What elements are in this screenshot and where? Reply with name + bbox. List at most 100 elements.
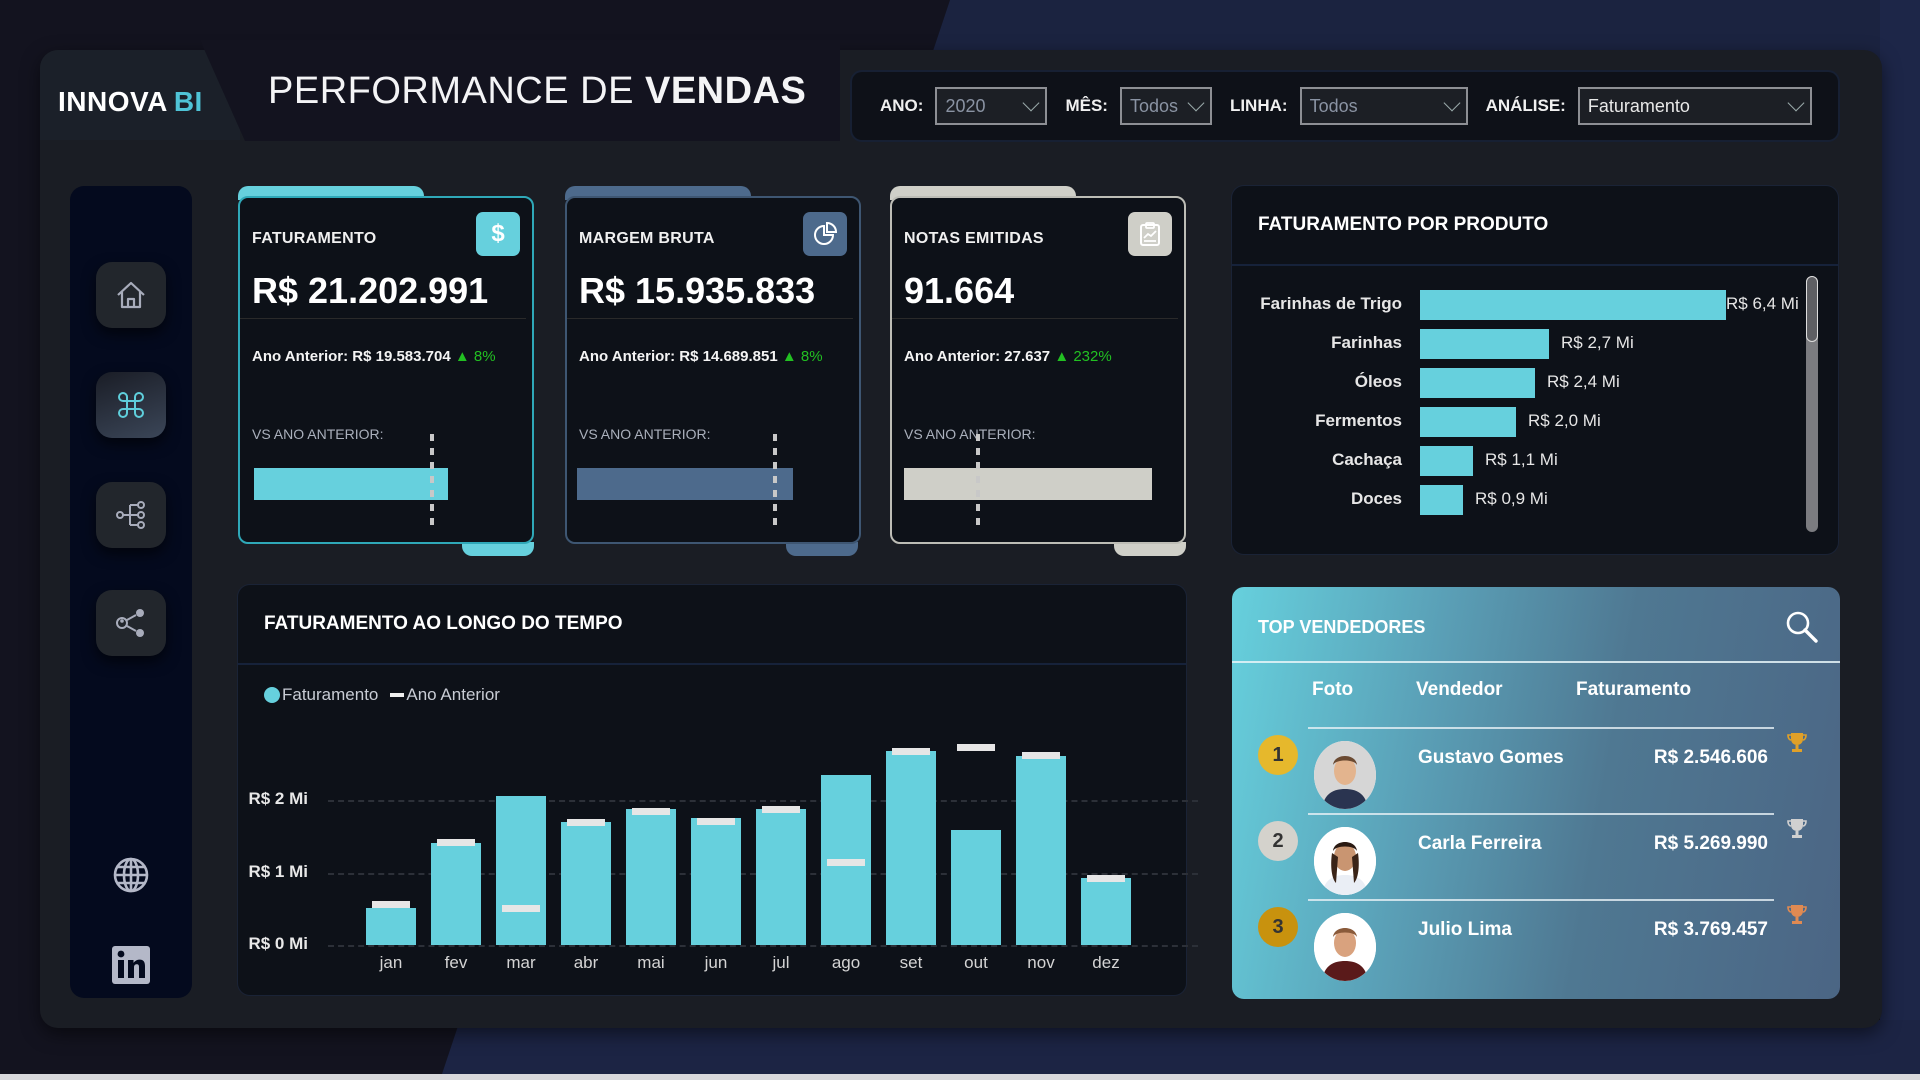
- kpi-target-line: [430, 434, 434, 530]
- grid-line: [328, 800, 1198, 802]
- previous-year-marker: [502, 905, 540, 912]
- sidebar-item-linkedin[interactable]: [96, 932, 166, 998]
- x-axis-label: set: [899, 953, 923, 972]
- page-title-bold: VENDAS: [644, 70, 807, 112]
- kpi-value: R$ 15.935.833: [579, 270, 816, 311]
- previous-year-marker: [892, 748, 930, 755]
- top-sellers-title: TOP VENDEDORES: [1258, 617, 1426, 637]
- kpi-divider: [240, 318, 526, 319]
- revenue-bar[interactable]: [431, 843, 481, 945]
- legend-current: Faturamento: [282, 685, 379, 704]
- filter-analysis-dropdown[interactable]: Faturamento: [1577, 87, 1812, 125]
- revenue-bar[interactable]: [1016, 756, 1066, 945]
- background-accent-bottom: [440, 1020, 1920, 1080]
- kpi-vs-label: VS ANO ANTERIOR:: [579, 426, 711, 442]
- revenue-bar[interactable]: [886, 751, 936, 945]
- revenue-bar[interactable]: [626, 809, 676, 945]
- rank-badge: 3: [1258, 907, 1298, 947]
- filter-year-dropdown[interactable]: 2020: [935, 87, 1048, 125]
- x-axis-label: mai: [637, 953, 665, 972]
- globe-icon: [112, 856, 150, 894]
- kpi-divider: [892, 318, 1178, 319]
- revenue-bar[interactable]: [1081, 878, 1131, 945]
- logo-accent: BI: [173, 86, 203, 117]
- kpi-delta: ▲ 8%: [781, 348, 823, 365]
- panel-divider: [1232, 661, 1840, 663]
- panel-divider: [1232, 264, 1838, 266]
- filter-line-dropdown[interactable]: Todos: [1299, 87, 1468, 125]
- sidebar-item-command[interactable]: [96, 372, 166, 438]
- product-bar[interactable]: [1420, 446, 1473, 476]
- sidebar-item-hierarchy[interactable]: [96, 482, 166, 548]
- title-area: [200, 40, 840, 141]
- logo: INNOVA BI: [58, 86, 203, 118]
- rank-badge: 1: [1258, 735, 1298, 775]
- revenue-bar[interactable]: [951, 830, 1001, 945]
- revenue-bar[interactable]: [756, 809, 806, 945]
- legend-previous: Ano Anterior: [406, 685, 500, 704]
- product-bar[interactable]: [1420, 485, 1463, 515]
- filter-year-value: 2020: [945, 95, 986, 116]
- kpi-tab-decoration: [462, 542, 534, 556]
- linkedin-icon: [112, 946, 150, 984]
- row-divider: [1308, 727, 1774, 729]
- search-icon[interactable]: [1784, 609, 1820, 650]
- seller-name: Carla Ferreira: [1418, 833, 1542, 854]
- legend-dot-icon: [264, 687, 280, 703]
- x-axis-label: dez: [1092, 953, 1120, 972]
- revenue-bar[interactable]: [366, 908, 416, 945]
- chart-legend: Faturamento Ano Anterior: [264, 685, 500, 705]
- products-scrollbar-thumb[interactable]: [1806, 276, 1818, 342]
- command-icon: [117, 391, 145, 419]
- product-label: Cachaça: [1332, 450, 1402, 469]
- product-bar[interactable]: [1420, 290, 1726, 320]
- panel-divider: [238, 663, 1186, 665]
- x-axis-label: abr: [573, 953, 599, 972]
- product-value-label: R$ 0,9 Mi: [1475, 489, 1548, 508]
- page-title-light: PERFORMANCE DE: [268, 70, 634, 112]
- logo-main: INNOVA: [58, 86, 168, 117]
- revenue-bar[interactable]: [561, 822, 611, 945]
- legend-dash-icon: [390, 693, 405, 697]
- kpi-vs-label: VS ANO ANTERIOR:: [252, 426, 384, 442]
- seller-revenue: R$ 3.769.457: [1653, 919, 1768, 940]
- trophy-icon: [1787, 817, 1807, 844]
- home-icon: [115, 280, 147, 310]
- product-label: Óleos: [1354, 372, 1402, 391]
- sidebar-item-share[interactable]: [96, 590, 166, 656]
- screen-edge: [0, 1074, 1920, 1080]
- kpi-label: NOTAS EMITIDAS: [904, 230, 1044, 247]
- share-icon: [115, 608, 147, 638]
- kpi-divider: [567, 318, 853, 319]
- product-label: Doces: [1350, 489, 1402, 508]
- x-axis-label: jan: [379, 953, 403, 972]
- products-panel-title: FATURAMENTO POR PRODUTO: [1258, 214, 1549, 235]
- kpi-previous: Ano Anterior: R$ 19.583.704 ▲ 8%: [252, 348, 496, 365]
- sidebar-item-website[interactable]: [96, 842, 166, 908]
- sidebar-item-home[interactable]: [96, 262, 166, 328]
- filter-analysis-label: ANÁLISE:: [1485, 96, 1566, 115]
- chevron-down-icon: [1187, 94, 1205, 112]
- kpi-value: 91.664: [904, 270, 1015, 311]
- previous-year-marker: [567, 819, 605, 826]
- y-axis-label: R$ 0 Mi: [248, 934, 308, 953]
- time-chart-panel: FATURAMENTO AO LONGO DO TEMPO Faturament…: [238, 585, 1198, 995]
- revenue-bar[interactable]: [496, 796, 546, 945]
- x-axis-label: mar: [506, 953, 536, 972]
- product-bar[interactable]: [1420, 368, 1535, 398]
- filter-month-dropdown[interactable]: Todos: [1119, 87, 1212, 125]
- logo-tab: [40, 50, 240, 140]
- product-label: Farinhas de Trigo: [1260, 294, 1402, 313]
- chevron-down-icon: [1787, 94, 1805, 112]
- row-divider: [1308, 813, 1774, 815]
- product-value-label: R$ 2,4 Mi: [1547, 372, 1620, 391]
- page-title: PERFORMANCE DE VENDAS: [268, 70, 806, 113]
- sidebar: [70, 186, 192, 998]
- kpi-vs-label: VS ANO ANTERIOR:: [904, 426, 1036, 442]
- kpi-comparison-bar: [577, 468, 793, 500]
- product-label: Farinhas: [1331, 333, 1402, 352]
- kpi-comparison-bar: [254, 468, 448, 500]
- revenue-bar[interactable]: [691, 818, 741, 945]
- product-bar[interactable]: [1420, 407, 1516, 437]
- product-bar[interactable]: [1420, 329, 1549, 359]
